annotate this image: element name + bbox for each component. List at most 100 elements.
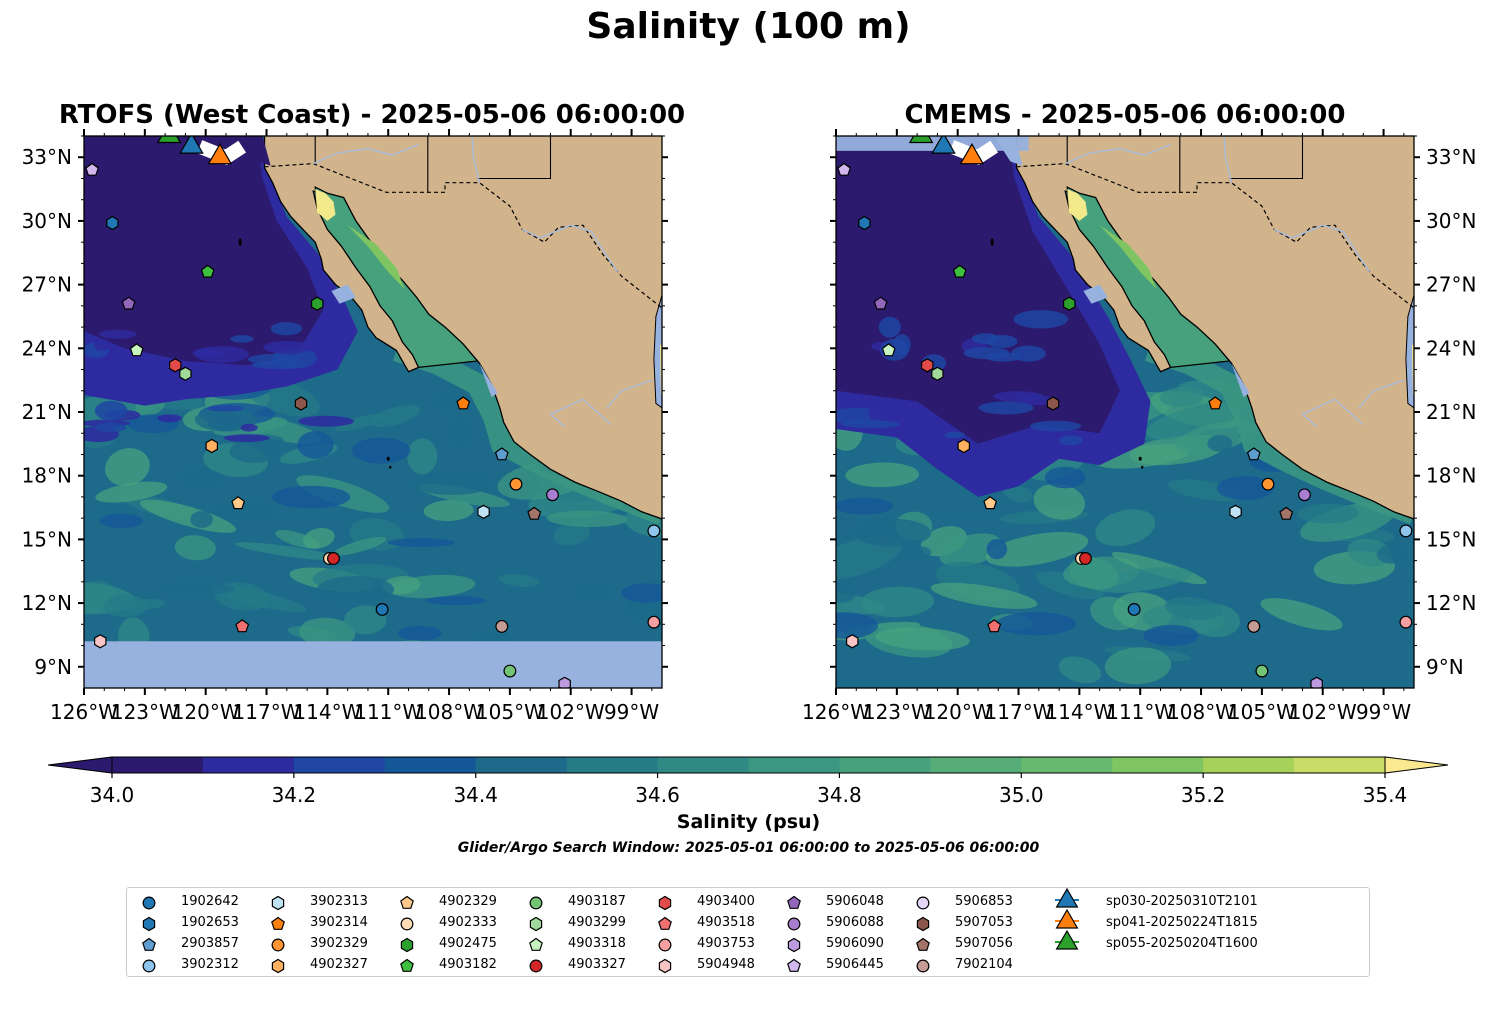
legend-marker	[529, 959, 543, 973]
legend-marker	[529, 937, 543, 951]
float-marker-5907053	[294, 396, 308, 411]
float-marker-3902312	[1399, 524, 1413, 538]
lat-tick-label: 21°N	[22, 400, 72, 424]
cmems-panel-title: CMEMS - 2025-05-06 06:00:00	[904, 100, 1346, 130]
legend-marker	[271, 958, 285, 974]
glider-marker-sp055-20250204T1600	[908, 136, 934, 144]
legend-marker-shape	[529, 937, 543, 951]
legend-marker	[1055, 909, 1079, 929]
lon-tick-label: 111°W	[354, 700, 422, 724]
lat-tick-label: 24°N	[1426, 336, 1476, 360]
colorbar-segment	[293, 757, 386, 773]
float-marker-1902642	[375, 602, 389, 616]
legend-marker-shape	[142, 959, 156, 973]
float-marker-3902313	[1229, 504, 1242, 519]
lat-tick-label: 18°N	[1426, 464, 1476, 488]
lat-tick-label: 24°N	[22, 336, 72, 360]
legend-marker-shape	[271, 938, 285, 952]
legend-marker	[916, 916, 930, 932]
float-marker-4903318	[129, 343, 144, 357]
legend-marker-shape	[142, 937, 156, 951]
legend-marker-shape	[529, 959, 543, 973]
float-marker-4902329	[231, 496, 246, 510]
lat-tick-label: 27°N	[22, 273, 72, 297]
float-marker-3902314	[456, 396, 471, 410]
legend-label: sp055-20250204T1600	[1106, 936, 1258, 951]
float-marker-5907053	[1046, 396, 1060, 411]
glider-marker-sp030-20250310T2101	[931, 136, 956, 154]
legend-marker-shape	[916, 916, 930, 932]
legend-label: 3902314	[310, 915, 368, 930]
colorbar-segment	[1203, 757, 1295, 773]
legend-label: 2903857	[181, 936, 239, 951]
float-marker-4903518	[235, 619, 250, 633]
float-marker-4903318	[881, 343, 896, 357]
colorbar-segment	[1294, 757, 1386, 773]
legend-marker	[787, 958, 801, 972]
legend-label: 4903327	[568, 957, 626, 972]
float-marker-1902653	[106, 215, 119, 231]
lon-tick-label: 108°W	[1167, 700, 1235, 724]
legend: 1902642 1902653 2903857 3902312 3902313 39023…	[126, 887, 1370, 977]
colorbar-segment	[748, 757, 840, 773]
legend-label: 4902333	[439, 915, 497, 930]
float-marker-4903400	[169, 358, 182, 373]
rtofs-panel-title: RTOFS (West Coast) - 2025-05-06 06:00:00	[58, 100, 686, 130]
float-marker-4903299	[931, 366, 944, 381]
legend-marker-shape	[787, 958, 801, 972]
float-marker-5904948	[846, 634, 859, 649]
legend-marker-shape	[400, 958, 414, 972]
legend-label: 5906048	[826, 894, 884, 909]
lat-tick-label: 33°N	[1426, 145, 1476, 169]
colorbar-label: Salinity (psu)	[676, 811, 821, 833]
float-marker-4903299	[179, 366, 192, 381]
legend-marker	[400, 937, 414, 953]
lon-tick-label: 120°W	[924, 700, 992, 724]
lon-tick-label: 114°W	[1045, 700, 1113, 724]
legend-marker-shape	[400, 917, 414, 931]
legend-marker-shape	[271, 958, 285, 974]
legend-marker	[400, 917, 414, 931]
colorbar-segment	[566, 757, 659, 773]
float-marker-3902312	[647, 524, 661, 538]
float-marker-5906090	[1310, 676, 1323, 688]
lon-tick-label: 117°W	[985, 700, 1053, 724]
lon-tick-label: 123°W	[111, 700, 179, 724]
legend-marker-shape	[271, 916, 285, 930]
float-marker-3902329	[509, 477, 523, 491]
legend-label: 4902327	[310, 957, 368, 972]
float-marker-4903187	[503, 664, 517, 678]
float-marker-2903857	[494, 447, 509, 461]
legend-marker	[271, 938, 285, 952]
legend-marker-shape	[916, 937, 930, 951]
legend-label: 4903182	[439, 957, 497, 972]
lon-tick-label: 102°W	[1289, 700, 1357, 724]
legend-marker-shape	[400, 895, 414, 909]
legend-marker	[787, 937, 801, 953]
lon-tick-label: 99°W	[1356, 700, 1411, 724]
colorbar-tick-label: 34.2	[272, 783, 317, 807]
lat-tick-label: 15°N	[22, 527, 72, 551]
float-marker-4903182	[952, 264, 967, 278]
legend-marker	[142, 916, 156, 932]
lon-tick-label: 117°W	[233, 700, 301, 724]
legend-marker-shape	[658, 895, 672, 911]
float-marker-5904948	[94, 634, 107, 649]
legend-marker	[1055, 930, 1079, 950]
colorbar-segment	[839, 757, 931, 773]
lat-tick-label: 9°N	[34, 655, 72, 679]
colorbar-segment	[657, 757, 749, 773]
legend-marker-shape	[529, 896, 543, 910]
float-marker-5906088	[1298, 488, 1311, 502]
legend-label: 4903400	[697, 894, 755, 909]
colorbar-tick-label: 34.4	[453, 783, 498, 807]
lon-tick-label: 120°W	[172, 700, 240, 724]
lat-tick-label: 12°N	[22, 591, 72, 615]
lat-tick-label: 30°N	[1426, 209, 1476, 233]
colorbar-segment	[384, 757, 477, 773]
legend-label: 1902653	[181, 915, 239, 930]
legend-label: 4903518	[697, 915, 755, 930]
legend-label: 5907053	[955, 915, 1013, 930]
float-marker-2903857	[1246, 447, 1261, 461]
